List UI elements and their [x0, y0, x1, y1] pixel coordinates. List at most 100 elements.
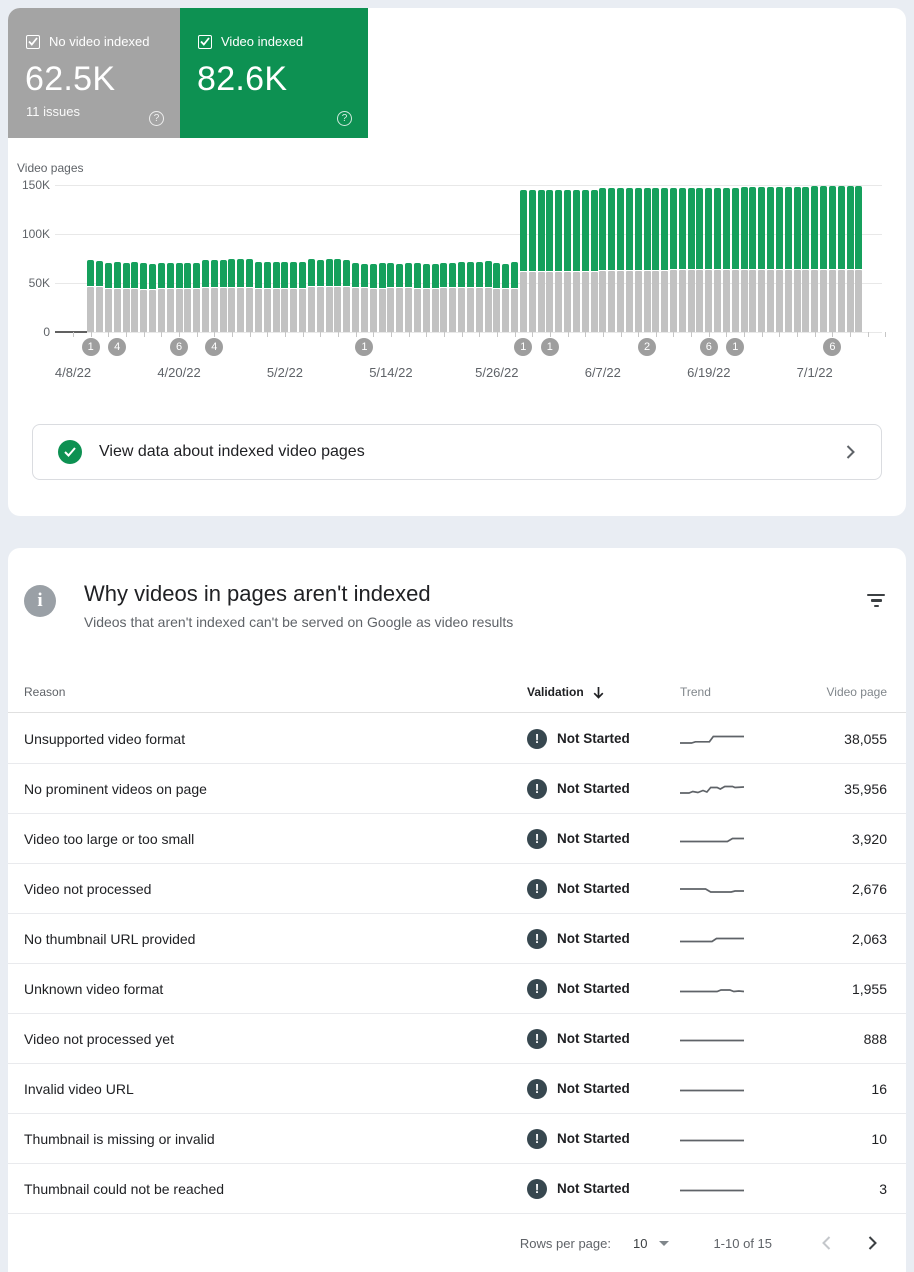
stacked-bar[interactable] — [175, 262, 183, 332]
stacked-bar[interactable] — [440, 263, 448, 332]
stacked-bar[interactable] — [634, 188, 642, 332]
stacked-bar[interactable] — [617, 188, 624, 332]
table-row[interactable]: Unknown video format! Not Started 1,955 — [8, 964, 906, 1014]
stacked-bar[interactable] — [166, 262, 174, 332]
table-row[interactable]: Thumbnail could not be reached! Not Start… — [8, 1164, 906, 1214]
stacked-bar[interactable] — [775, 186, 783, 332]
table-row[interactable]: No prominent videos on page! Not Started 3… — [8, 764, 906, 814]
help-icon[interactable]: ? — [149, 111, 164, 126]
stacked-bar[interactable] — [228, 259, 236, 332]
issue-count-badge[interactable]: 1 — [81, 338, 100, 356]
column-header-video-page[interactable]: Video page — [826, 685, 887, 699]
stacked-bar[interactable] — [608, 188, 616, 332]
stacked-bar[interactable] — [290, 261, 298, 332]
issue-count-badge[interactable]: 1 — [540, 338, 559, 356]
table-row[interactable]: Invalid video URL! Not Started 16 — [8, 1064, 906, 1114]
stacked-bar[interactable] — [802, 186, 810, 332]
stacked-bar[interactable] — [528, 190, 536, 332]
stacked-bar[interactable] — [387, 263, 395, 332]
stacked-bar[interactable] — [625, 188, 633, 332]
stacked-bar[interactable] — [652, 188, 660, 332]
stacked-bar[interactable] — [237, 258, 245, 332]
stacked-bar[interactable] — [396, 263, 404, 332]
issue-count-badge[interactable]: 6 — [170, 338, 188, 356]
rows-per-page-value[interactable]: 10 — [632, 1235, 648, 1251]
table-row[interactable]: Thumbnail is missing or invalid! Not Star… — [8, 1114, 906, 1164]
stacked-bar[interactable] — [378, 263, 386, 332]
issue-count-badge[interactable]: 1 — [514, 338, 533, 356]
stacked-bar[interactable] — [767, 186, 775, 332]
view-indexed-data-banner[interactable]: View data about indexed video pages — [32, 424, 882, 480]
stacked-bar[interactable] — [537, 190, 545, 332]
issue-count-badge[interactable]: 4 — [108, 338, 127, 356]
no-video-indexed-checkbox[interactable] — [26, 34, 40, 49]
stacked-bar[interactable] — [299, 262, 307, 332]
stacked-bar[interactable] — [140, 263, 148, 332]
stacked-bar[interactable] — [122, 262, 130, 332]
stacked-bar[interactable] — [325, 259, 333, 332]
stacked-bar[interactable] — [281, 261, 289, 332]
stacked-bar[interactable] — [511, 262, 518, 332]
stacked-bar[interactable] — [793, 186, 801, 332]
stacked-bar[interactable] — [722, 187, 730, 332]
stacked-bar[interactable] — [131, 262, 139, 332]
stacked-bar[interactable] — [493, 263, 501, 332]
issue-count-badge[interactable]: 1 — [726, 338, 745, 356]
stacked-bar[interactable] — [820, 186, 827, 332]
stacked-bar[interactable] — [475, 261, 483, 332]
table-row[interactable]: No thumbnail URL provided! Not Started 2,0… — [8, 914, 906, 964]
stacked-bar[interactable] — [546, 190, 554, 332]
stacked-bar[interactable] — [837, 186, 845, 332]
stacked-bar[interactable] — [758, 186, 766, 332]
help-icon[interactable]: ? — [337, 111, 352, 126]
stacked-bar[interactable] — [502, 264, 510, 332]
stacked-bar[interactable] — [405, 263, 412, 332]
stacked-bar[interactable] — [555, 190, 563, 332]
stacked-bar[interactable] — [696, 187, 704, 332]
stacked-bar[interactable] — [749, 186, 757, 332]
stacked-bar[interactable] — [184, 263, 192, 332]
stacked-bar[interactable] — [113, 262, 121, 332]
column-header-trend[interactable]: Trend — [680, 685, 711, 699]
issue-count-badge[interactable]: 6 — [823, 338, 842, 356]
issue-count-badge[interactable]: 6 — [699, 338, 718, 356]
stacked-bar[interactable] — [731, 187, 739, 332]
stacked-bar[interactable] — [846, 186, 854, 332]
stacked-bar[interactable] — [484, 261, 492, 332]
stacked-bar[interactable] — [784, 186, 792, 332]
stacked-bar[interactable] — [811, 186, 819, 332]
previous-page-button[interactable] — [814, 1231, 838, 1255]
stacked-bar[interactable] — [219, 259, 227, 332]
stacked-bar[interactable] — [599, 188, 607, 332]
column-header-reason[interactable]: Reason — [24, 685, 66, 699]
stacked-bar[interactable] — [431, 264, 439, 332]
table-row[interactable]: Video not processed yet! Not Started 888 — [8, 1014, 906, 1064]
stacked-bar[interactable] — [263, 261, 271, 332]
stacked-bar[interactable] — [369, 263, 377, 332]
stacked-bar[interactable] — [458, 262, 465, 332]
stacked-bar[interactable] — [360, 263, 368, 332]
issue-count-badge[interactable]: 4 — [205, 338, 224, 356]
stacked-bar[interactable] — [740, 186, 748, 332]
column-header-validation[interactable]: Validation — [527, 685, 680, 699]
next-page-button[interactable] — [860, 1231, 884, 1255]
stacked-bar[interactable] — [714, 187, 722, 332]
stacked-bar[interactable] — [413, 263, 421, 332]
stacked-bar[interactable] — [449, 263, 457, 332]
stacked-bar[interactable] — [678, 187, 686, 332]
stacked-bar[interactable] — [590, 190, 598, 332]
stacked-bar[interactable] — [705, 187, 713, 332]
stacked-bar[interactable] — [643, 188, 651, 332]
video-indexed-checkbox[interactable] — [198, 34, 212, 49]
table-row[interactable]: Video too large or too small! Not Started… — [8, 814, 906, 864]
stacked-bar[interactable] — [661, 188, 669, 332]
stacked-bar[interactable] — [210, 259, 218, 332]
stacked-bar[interactable] — [855, 186, 863, 332]
stacked-bar[interactable] — [572, 190, 580, 332]
stacked-bar[interactable] — [254, 261, 262, 332]
stat-card-no-video-indexed[interactable]: No video indexed 62.5K 11 issues ? — [8, 8, 180, 138]
stat-card-video-indexed[interactable]: Video indexed 82.6K ? — [180, 8, 368, 138]
filter-icon[interactable] — [866, 594, 886, 610]
stacked-bar[interactable] — [193, 262, 201, 332]
stacked-bar[interactable] — [564, 190, 571, 332]
